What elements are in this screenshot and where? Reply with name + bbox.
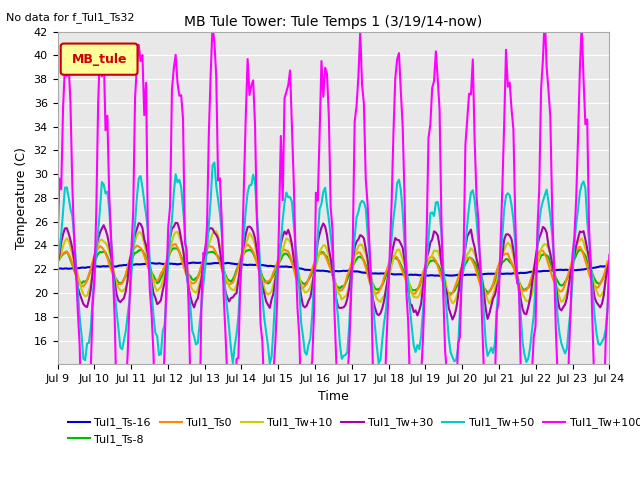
Tul1_Tw+30: [605, 259, 613, 264]
Tul1_Tw+10: [56, 256, 63, 262]
Tul1_Tw+10: [522, 298, 530, 304]
Tul1_Tw+100: [605, 252, 613, 258]
Tul1_Ts-16: [54, 266, 61, 272]
Tul1_Tw+50: [384, 284, 392, 290]
Tul1_Ts-8: [522, 286, 530, 291]
Tul1_Ts0: [384, 264, 392, 269]
Tul1_Tw+50: [395, 177, 403, 182]
Tul1_Tw+100: [541, 13, 548, 19]
Tul1_Ts0: [557, 288, 565, 294]
Tul1_Tw+30: [172, 220, 179, 226]
Tul1_Tw+50: [266, 361, 274, 367]
Tul1_Ts-16: [557, 267, 565, 273]
Tul1_Tw+30: [384, 274, 392, 280]
Tul1_Ts-16: [382, 271, 390, 276]
Tul1_Ts0: [56, 254, 63, 260]
Tul1_Tw+50: [54, 256, 61, 262]
Y-axis label: Temperature (C): Temperature (C): [15, 147, 28, 249]
Tul1_Ts0: [54, 255, 61, 261]
Tul1_Ts0: [522, 288, 530, 293]
Text: MB_tule: MB_tule: [72, 53, 127, 66]
Tul1_Tw+100: [447, 459, 454, 465]
Tul1_Tw+100: [56, 176, 63, 181]
Tul1_Tw+30: [449, 317, 456, 323]
Tul1_Ts0: [447, 292, 454, 298]
Line: Tul1_Tw+50: Tul1_Tw+50: [58, 162, 609, 364]
Tul1_Ts-8: [170, 245, 178, 251]
Tul1_Ts-16: [605, 263, 613, 269]
Tul1_Ts0: [605, 258, 613, 264]
Tul1_Tw+100: [520, 452, 528, 458]
Tul1_Tw+10: [211, 228, 218, 234]
Line: Tul1_Ts-8: Tul1_Ts-8: [58, 248, 609, 294]
Tul1_Tw+30: [557, 308, 565, 313]
Tul1_Tw+30: [394, 237, 401, 243]
Text: No data for f_Tul1_Ts32: No data for f_Tul1_Ts32: [6, 12, 135, 23]
Line: Tul1_Tw+10: Tul1_Tw+10: [58, 231, 609, 303]
Tul1_Tw+50: [56, 247, 63, 253]
Tul1_Tw+10: [384, 277, 392, 283]
Line: Tul1_Tw+100: Tul1_Tw+100: [58, 16, 609, 462]
Tul1_Tw+10: [54, 258, 61, 264]
Tul1_Ts-8: [54, 258, 61, 264]
Line: Tul1_Ts0: Tul1_Ts0: [58, 244, 609, 295]
Tul1_Tw+10: [394, 247, 401, 253]
Tul1_Tw+30: [56, 252, 63, 258]
Tul1_Ts-8: [382, 273, 390, 278]
Tul1_Ts-16: [436, 273, 444, 278]
Tul1_Tw+10: [382, 287, 390, 292]
Tul1_Ts-16: [56, 265, 63, 271]
Tul1_Tw+10: [605, 263, 613, 268]
Title: MB Tule Tower: Tule Temps 1 (3/19/14-now): MB Tule Tower: Tule Temps 1 (3/19/14-now…: [184, 15, 483, 29]
Tul1_Ts-16: [522, 270, 530, 276]
Tul1_Ts-16: [394, 271, 401, 277]
Tul1_Ts-8: [384, 268, 392, 274]
Tul1_Ts0: [382, 269, 390, 275]
Tul1_Tw+10: [486, 300, 493, 306]
Tul1_Tw+100: [392, 76, 399, 82]
Legend: Tul1_Ts-16, Tul1_Ts-8, Tul1_Ts0, Tul1_Tw+10, Tul1_Tw+30, Tul1_Tw+50, Tul1_Tw+100: Tul1_Ts-16, Tul1_Ts-8, Tul1_Ts0, Tul1_Tw…: [63, 413, 640, 449]
Tul1_Tw+100: [557, 395, 565, 401]
Tul1_Tw+50: [557, 340, 565, 346]
X-axis label: Time: Time: [318, 390, 349, 403]
Tul1_Tw+50: [605, 271, 613, 277]
Tul1_Tw+100: [54, 243, 61, 249]
Tul1_Tw+10: [557, 299, 565, 304]
Tul1_Tw+100: [380, 407, 388, 413]
Tul1_Tw+50: [386, 259, 394, 265]
Tul1_Ts0: [394, 254, 401, 260]
Tul1_Tw+30: [522, 312, 530, 317]
Line: Tul1_Ts-16: Tul1_Ts-16: [58, 263, 609, 276]
Tul1_Ts-8: [56, 256, 63, 262]
Tul1_Tw+50: [211, 159, 218, 165]
Tul1_Tw+30: [382, 286, 390, 292]
Tul1_Ts-8: [394, 256, 401, 262]
Tul1_Ts-8: [447, 291, 454, 297]
Tul1_Tw+100: [382, 349, 390, 355]
Tul1_Tw+30: [54, 261, 61, 266]
Tul1_Ts-16: [190, 260, 198, 265]
Tul1_Ts-8: [557, 283, 565, 288]
Tul1_Ts-16: [384, 271, 392, 276]
Line: Tul1_Tw+30: Tul1_Tw+30: [58, 223, 609, 320]
Tul1_Tw+50: [522, 359, 530, 365]
Tul1_Ts0: [172, 241, 179, 247]
Tul1_Ts-8: [605, 261, 613, 266]
